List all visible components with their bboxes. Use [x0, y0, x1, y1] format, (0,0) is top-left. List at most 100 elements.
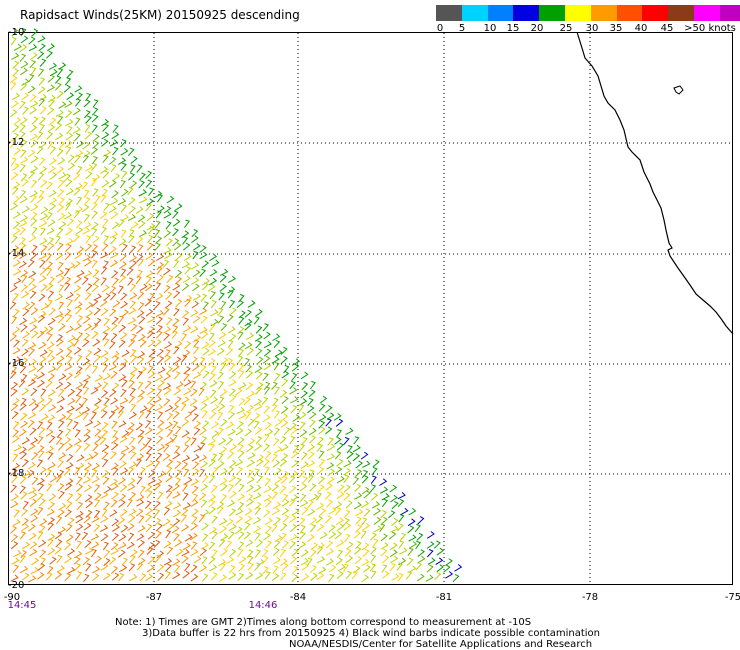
wind-barb — [64, 542, 72, 551]
wind-barb — [129, 283, 137, 292]
wind-barb — [353, 436, 360, 445]
wind-barb — [19, 485, 26, 494]
wind-barb — [31, 244, 38, 254]
wind-barb — [155, 210, 162, 219]
wind-barb — [102, 364, 109, 373]
wind-barb — [9, 525, 18, 534]
wind-barb — [22, 308, 30, 317]
wind-barb — [164, 571, 172, 580]
wind-barb — [37, 330, 45, 339]
wind-barb — [56, 555, 63, 564]
wind-barb — [65, 443, 74, 452]
wind-barb — [308, 435, 317, 444]
wind-barb — [209, 290, 216, 300]
wind-barb — [163, 205, 172, 214]
wind-barb — [55, 436, 63, 445]
wind-barb — [37, 421, 44, 430]
wind-barb — [83, 221, 92, 230]
wind-barb — [91, 573, 100, 581]
wind-barb — [110, 462, 119, 471]
wind-barb — [83, 99, 91, 108]
wind-barb — [111, 442, 119, 451]
wind-barb — [81, 204, 90, 213]
wind-barb — [28, 36, 36, 45]
wind-barb — [164, 349, 171, 358]
wind-barb — [289, 485, 297, 494]
legend-swatch — [590, 5, 617, 21]
wind-barb — [299, 531, 306, 540]
wind-barb — [37, 379, 45, 388]
wind-barb — [63, 268, 70, 277]
wind-barb — [72, 421, 79, 430]
wind-barb — [64, 276, 72, 285]
wind-barb — [48, 117, 57, 126]
wind-barb — [120, 162, 127, 171]
wind-barb — [56, 515, 63, 525]
wind-barb — [220, 533, 229, 542]
wind-barb — [56, 204, 65, 213]
wind-barb — [102, 572, 111, 581]
wind-barb — [145, 308, 154, 317]
wind-barb — [90, 146, 99, 155]
wind-barb — [157, 366, 166, 374]
wind-barb — [83, 428, 91, 437]
wind-barb — [49, 197, 58, 205]
wind-barb — [219, 518, 228, 526]
wind-barb — [118, 238, 127, 247]
wind-barb — [416, 573, 425, 582]
wind-barb — [13, 550, 22, 558]
wind-barb — [183, 468, 190, 477]
wind-barb — [109, 509, 118, 517]
wind-barb — [145, 170, 153, 179]
wind-barb — [57, 509, 65, 518]
wind-barb — [272, 397, 279, 407]
wind-barb — [271, 507, 281, 516]
wind-barb — [181, 309, 190, 319]
wind-barb — [100, 266, 108, 275]
wind-barb — [93, 347, 102, 356]
wind-barb — [127, 317, 137, 325]
wind-barb — [426, 564, 434, 573]
wind-barb — [336, 458, 344, 467]
wind-barb — [301, 381, 309, 391]
wind-barb — [94, 555, 102, 564]
wind-barb — [336, 442, 344, 451]
wind-barb — [191, 516, 198, 525]
wind-barb — [21, 387, 30, 396]
note-line: 3)Data buffer is 22 hrs from 20150925 4)… — [142, 628, 600, 639]
wind-barb — [334, 531, 343, 540]
wind-barb — [325, 482, 333, 491]
wind-barb — [84, 323, 92, 332]
wind-barb — [12, 195, 21, 204]
wind-barb — [130, 366, 138, 375]
wind-barb — [111, 524, 120, 532]
wind-barb — [209, 253, 218, 262]
wind-barb — [119, 179, 126, 189]
wind-barb — [128, 508, 137, 516]
wind-barb — [189, 398, 198, 407]
wind-barb — [66, 405, 75, 413]
wind-barb — [76, 140, 85, 149]
wind-barb — [175, 252, 183, 261]
wind-barb — [40, 326, 49, 335]
wind-barb — [163, 230, 172, 238]
wind-barb — [289, 540, 297, 550]
wind-barb — [117, 285, 124, 294]
wind-barb — [45, 469, 53, 478]
wind-barb — [192, 293, 201, 301]
wind-barb — [262, 372, 269, 382]
wind-barb — [182, 317, 189, 326]
wind-barb — [92, 107, 99, 116]
wind-barb — [379, 478, 388, 486]
wind-barb — [382, 570, 390, 579]
wind-barb — [73, 234, 80, 243]
wind-barb — [56, 67, 64, 77]
wind-barb — [75, 306, 83, 315]
wind-barb — [238, 412, 247, 420]
wind-barb — [372, 459, 380, 468]
wind-barb — [157, 379, 165, 388]
wind-barb — [209, 411, 217, 420]
wind-barb — [263, 532, 271, 541]
wind-barb — [136, 499, 145, 507]
wind-barb — [379, 486, 389, 494]
